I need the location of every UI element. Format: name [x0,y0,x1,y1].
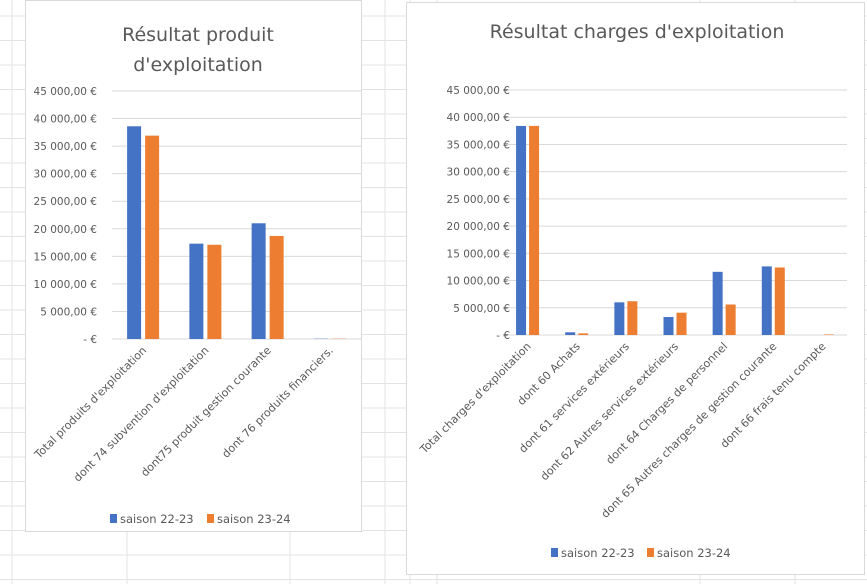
bar-c2-s2-6[interactable] [774,267,785,335]
y-tick-label: 10 000,00 € [447,276,510,288]
y-tick-label: 10 000,00 € [34,279,97,291]
category-label: dont 76 produits financiers. [219,344,336,461]
bar-c1-s2-3[interactable] [269,235,284,339]
bar-c2-s2-5[interactable] [725,304,736,335]
legend-swatch-2 [207,514,214,523]
bar-c1-s1-3[interactable] [251,223,266,339]
y-tick-label: - € [83,334,97,346]
y-tick-label: 45 000,00 € [447,85,510,97]
bar-c2-s1-3[interactable] [614,302,625,335]
y-tick-label: 5 000,00 € [40,306,97,318]
category-label: Total produits d'exploitation [31,344,149,462]
legend-swatch-2 [647,548,654,557]
chart-produits-svg: Résultat produit d'exploitation - € 5 000,0… [31,24,361,526]
y-tick-label: 5 000,00 € [453,303,510,315]
chart-produits-exploitation[interactable]: Résultat produit d'exploitation - € 5 000,0… [25,0,362,532]
category-label: dont 65 Autres charges de gestion couran… [599,340,780,521]
y-tick-label: 40 000,00 € [34,114,97,126]
y-tick-label: 40 000,00 € [447,112,510,124]
bar-c1-s1-2[interactable] [189,243,204,339]
y-tick-label: 20 000,00 € [34,224,97,236]
chart-title: Résultat produit [122,24,274,46]
bar-c2-s1-1[interactable] [516,125,527,335]
y-tick-label: 35 000,00 € [447,139,510,151]
legend-label-2[interactable]: saison 23-24 [217,512,291,526]
y-tick-label: 25 000,00 € [34,196,97,208]
chart-title: d'exploitation [133,54,263,76]
category-label: dont 74 subvention d'exploitation [71,344,211,484]
chart-charges-exploitation[interactable]: Résultat charges d'exploitation - € 5 000,… [406,2,865,575]
legend-label-1[interactable]: saison 22-23 [120,512,194,526]
bar-c2-s1-2[interactable] [565,332,576,335]
chart-title: Résultat charges d'exploitation [490,21,785,43]
y-tick-label: 45 000,00 € [34,86,97,98]
y-tick-label: 35 000,00 € [34,141,97,153]
bar-c2-s1-6[interactable] [761,266,772,335]
category-label: dont75 produit gestion courante [138,344,274,480]
bar-c2-s2-1[interactable] [529,125,540,335]
legend-label-1[interactable]: saison 22-23 [561,546,635,560]
bar-c1-s2-1[interactable] [145,135,160,339]
bar-c2-s2-7[interactable] [823,334,834,335]
y-tick-label: - € [496,330,510,342]
category-label: dont 66 frais tenu compte [718,340,829,451]
bar-c2-s1-5[interactable] [712,271,723,335]
legend-label-2[interactable]: saison 23-24 [657,546,731,560]
bar-c2-s2-2[interactable] [578,333,589,335]
legend-swatch-1 [551,548,558,557]
chart-charges-svg: Résultat charges d'exploitation - € 5 000,… [417,21,847,560]
y-tick-label: 15 000,00 € [34,251,97,263]
y-tick-label: 30 000,00 € [447,167,510,179]
bar-c1-s2-2[interactable] [207,244,222,339]
y-tick-label: 20 000,00 € [447,221,510,233]
y-tick-label: 15 000,00 € [447,248,510,260]
legend-swatch-1 [110,514,117,523]
y-tick-label: 25 000,00 € [447,194,510,206]
bar-c2-s2-4[interactable] [676,312,687,335]
bar-c2-s2-3[interactable] [627,301,638,335]
bar-c2-s1-4[interactable] [663,317,674,335]
y-tick-label: 30 000,00 € [34,169,97,181]
bar-c1-s1-1[interactable] [127,126,142,339]
